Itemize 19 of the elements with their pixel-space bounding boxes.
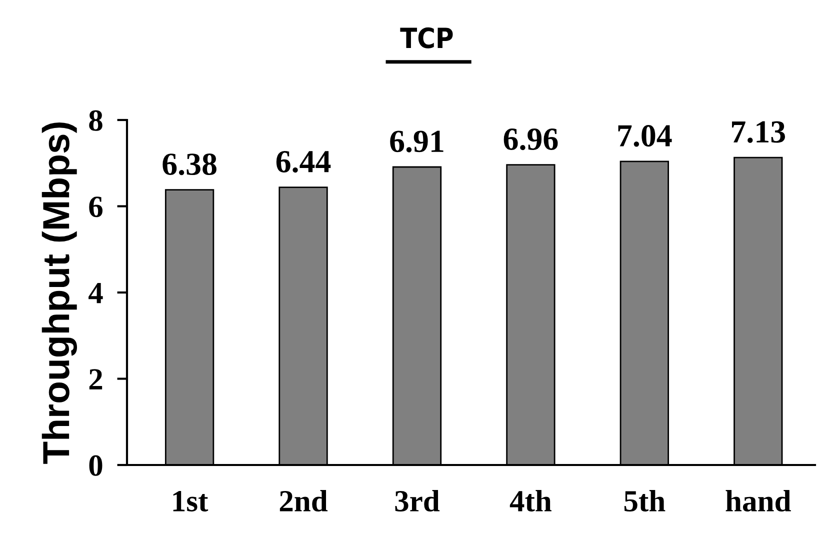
x-tick-label: hand — [726, 490, 791, 512]
y-tick-label: 2 — [89, 369, 102, 390]
y-tick-label: 8 — [89, 110, 102, 131]
y-tick-label: 0 — [89, 455, 102, 476]
data-label: 7.13 — [732, 121, 785, 143]
x-tick-label: 4th — [510, 490, 552, 512]
y-axis-title: Throughput (Mbps) — [42, 122, 77, 464]
x-tick-label: 3rd — [395, 490, 440, 512]
chart-title: TCP — [400, 27, 453, 48]
data-label: 6.38 — [162, 153, 216, 176]
data-label: 7.04 — [618, 125, 672, 147]
data-label: 6.96 — [504, 128, 558, 150]
data-label: 6.44 — [276, 150, 331, 173]
y-tick-label: 6 — [89, 196, 102, 218]
x-tick-label: 2nd — [280, 490, 328, 512]
x-tick-label: 1st — [173, 491, 208, 512]
y-tick-label: 4 — [88, 282, 103, 304]
x-tick-label: 5th — [624, 490, 666, 512]
data-label: 6.91 — [390, 130, 444, 152]
